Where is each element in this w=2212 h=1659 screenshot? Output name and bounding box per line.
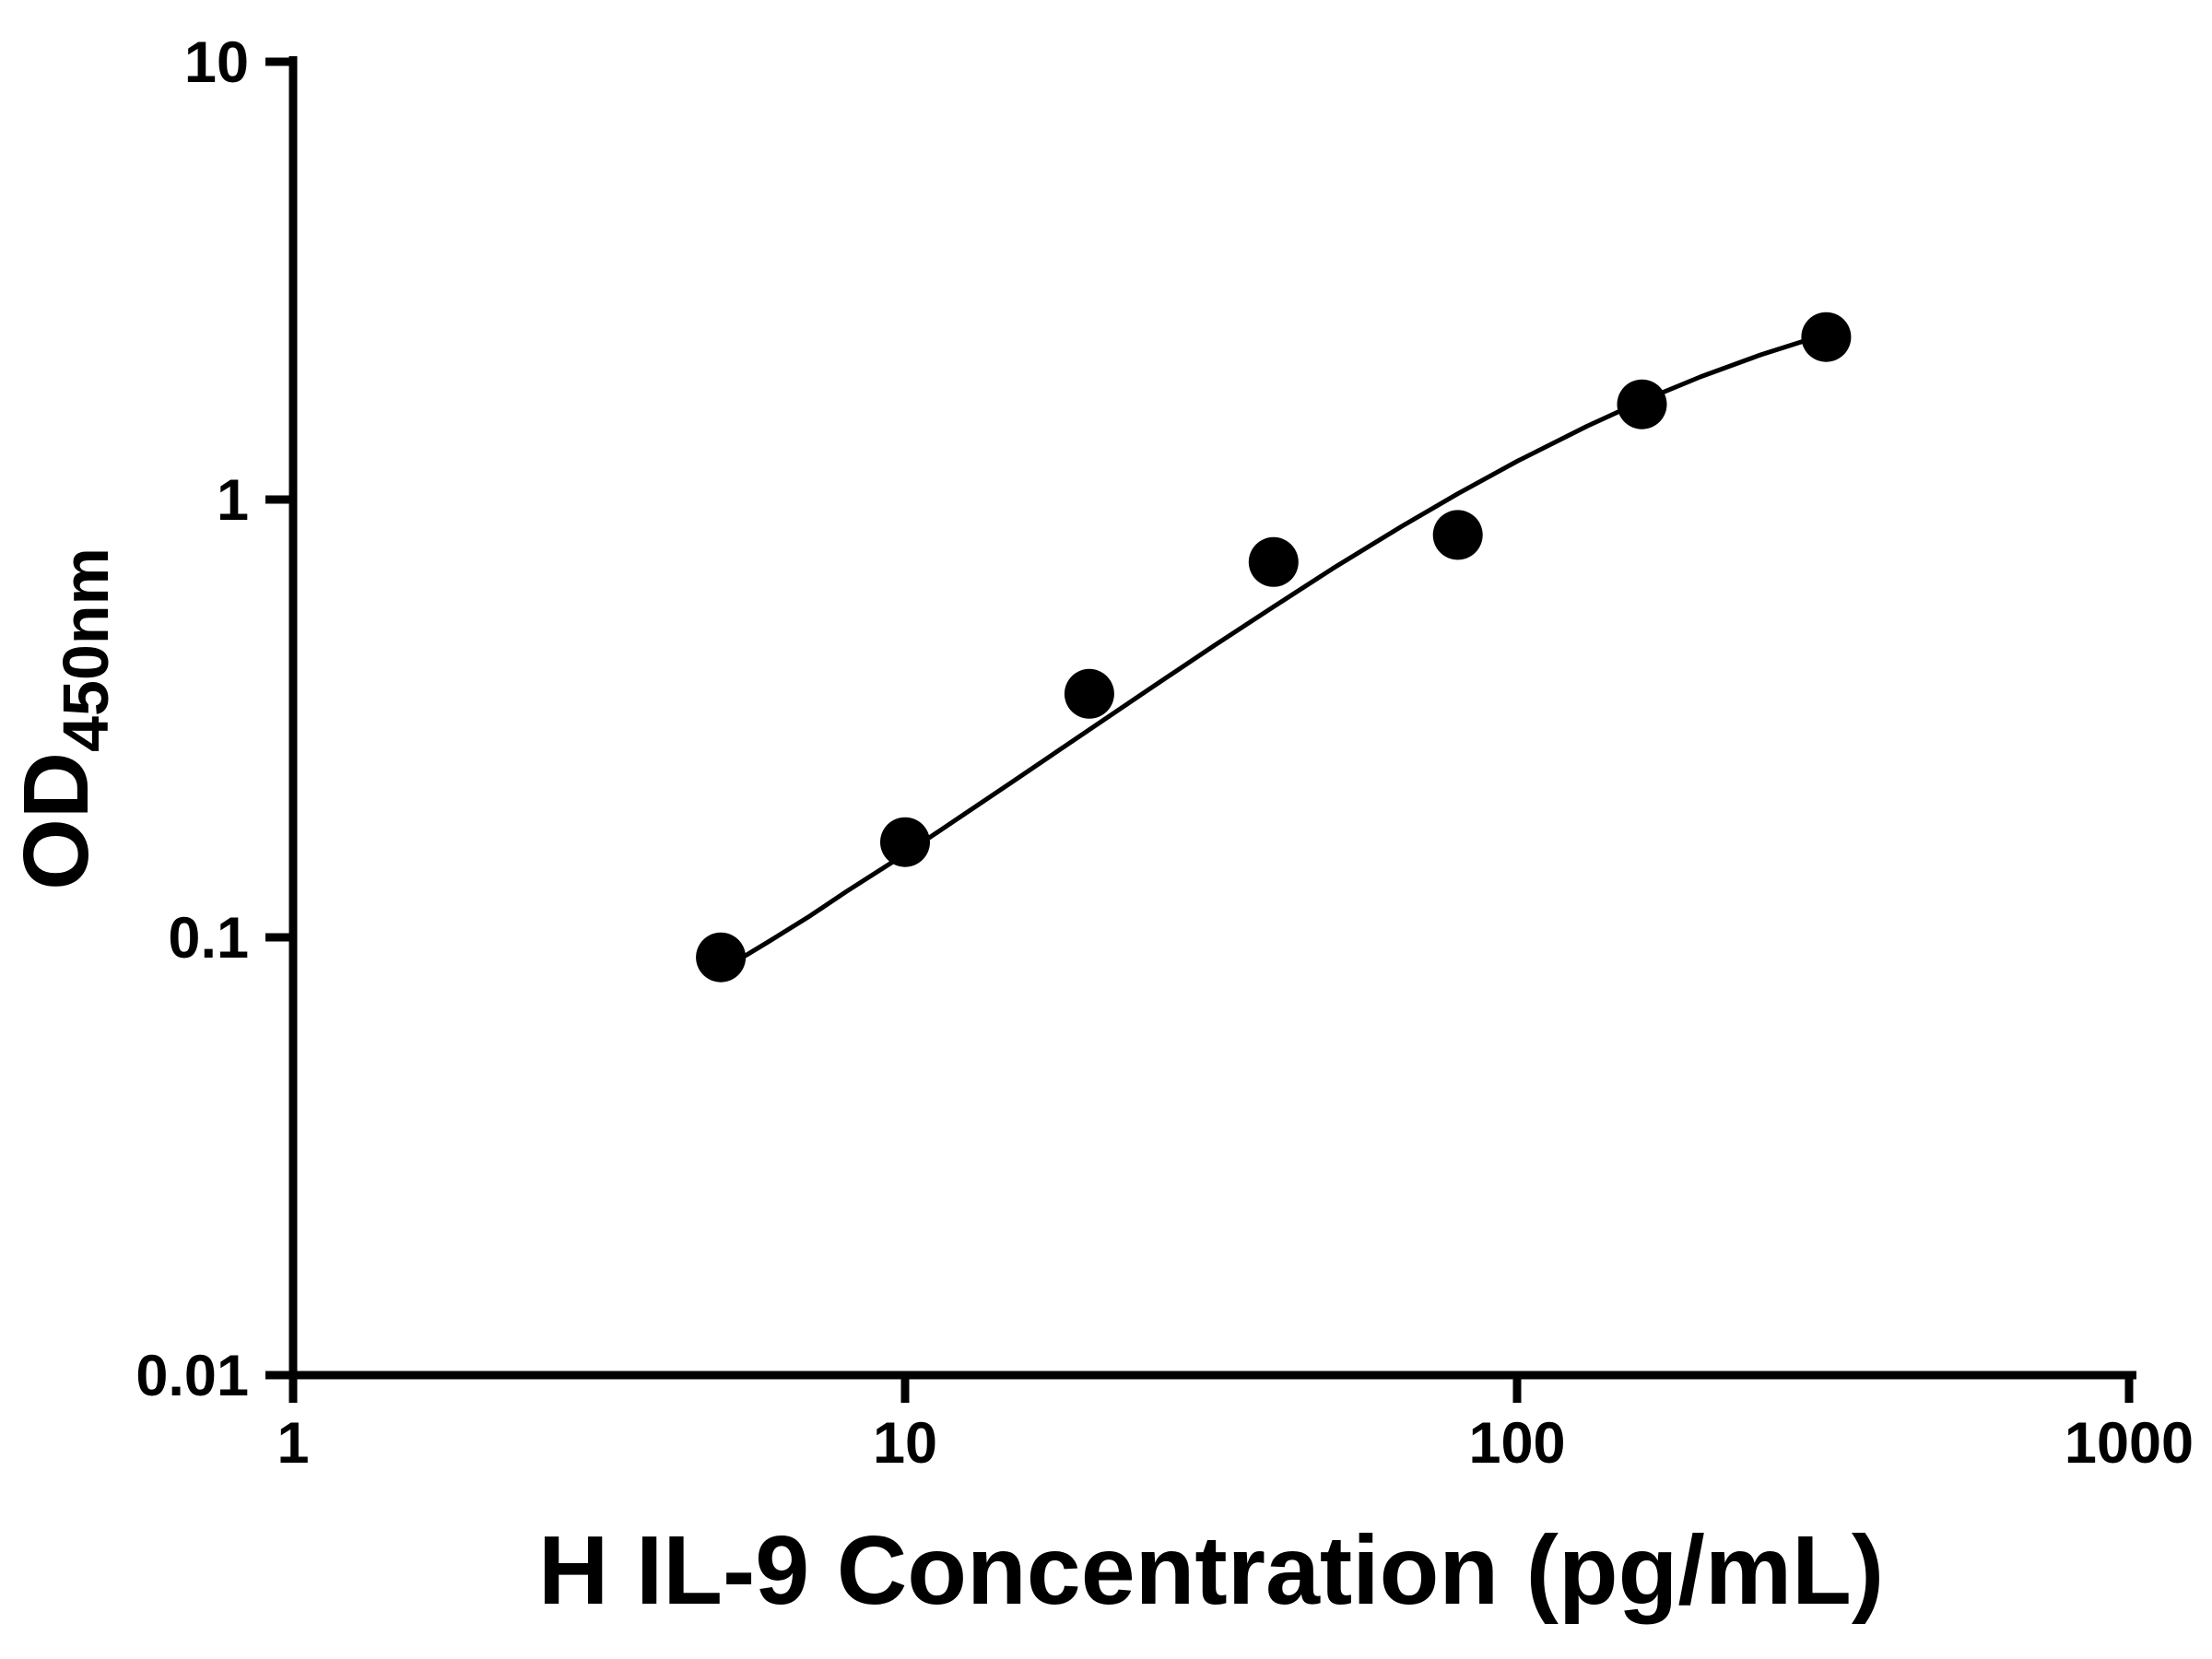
data-point [1064, 668, 1114, 719]
x-tick-label: 10 [873, 1411, 937, 1476]
y-tick-label: 0.01 [135, 1344, 249, 1408]
points-layer [696, 312, 1852, 982]
x-tick-label: 1 [276, 1411, 309, 1476]
x-tick-label: 100 [1468, 1411, 1565, 1476]
curve-layer [718, 331, 1829, 973]
y-tick-label: 1 [217, 468, 249, 533]
axes-layer [288, 56, 2136, 1380]
y-tick-label: 0.1 [168, 906, 249, 971]
data-point [880, 817, 930, 867]
tick-labels-layer: 1 10 100 1000 0.01 0.1 1 10 [135, 30, 2194, 1476]
data-point [1617, 379, 1667, 429]
fit-curve-line [718, 331, 1829, 973]
data-point [696, 932, 747, 982]
data-point [1432, 510, 1483, 560]
x-axis-title: H IL-9 Concentration (pg/mL) [538, 1516, 1884, 1625]
y-axis-title: OD450nm [5, 547, 122, 890]
ticks-layer [265, 57, 2134, 1403]
data-point [1248, 536, 1299, 587]
y-axis-title-main: OD [5, 752, 108, 890]
y-axis-title-sub: 450nm [50, 547, 122, 752]
y-tick-label: 10 [184, 30, 249, 95]
data-point [1801, 312, 1852, 362]
x-tick-label: 1000 [2065, 1411, 2194, 1476]
